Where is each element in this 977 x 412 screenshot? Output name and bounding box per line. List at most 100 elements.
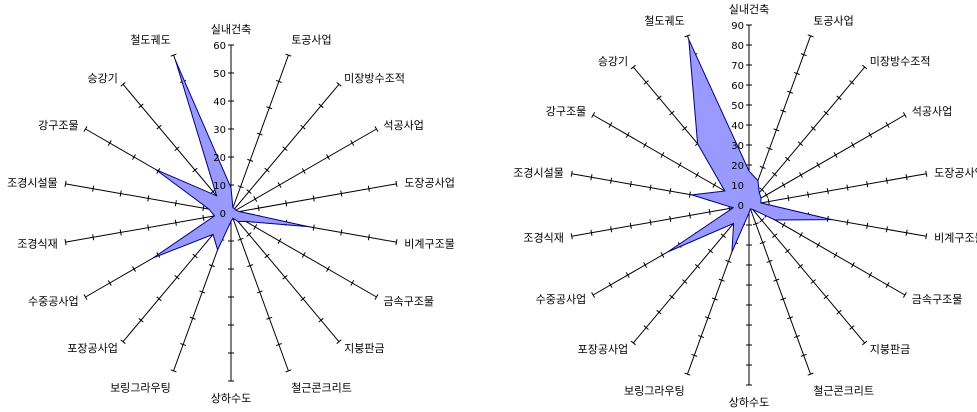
category-label-7: 금속구조물 — [912, 293, 963, 306]
data-series-area-1 — [153, 60, 309, 259]
axis-tick — [610, 177, 613, 184]
category-label-8: 지붕판금 — [870, 343, 910, 356]
axis-tick — [807, 191, 810, 198]
axis-tick — [264, 253, 270, 259]
axis-tick — [83, 294, 88, 300]
axis-tick — [759, 165, 766, 169]
axis-tick — [787, 90, 794, 94]
tick-label-20: 20 — [731, 161, 744, 172]
axis-tick — [718, 278, 725, 282]
axis-tick — [773, 278, 780, 282]
axis-tick — [850, 262, 855, 268]
axis-tick — [590, 174, 593, 181]
axis-tick — [132, 266, 136, 272]
axis-tick — [902, 292, 907, 298]
category-label-5: 도장공사업 — [934, 166, 977, 179]
axis-tick — [300, 296, 306, 302]
axis-line-2 — [748, 35, 812, 206]
axis-tick — [192, 167, 198, 173]
axis-tick — [787, 316, 794, 320]
axis-tick — [885, 226, 888, 233]
axis-tick — [237, 185, 244, 189]
axis-tick — [237, 237, 244, 241]
axis-tick — [318, 317, 324, 323]
category-label-11: 보링그라우팅 — [624, 385, 685, 398]
axis-tick — [720, 233, 726, 238]
axis-tick — [826, 188, 829, 195]
axis-tick — [570, 233, 573, 240]
tick-label-10: 10 — [213, 181, 226, 192]
axis-tick — [649, 219, 652, 226]
axis-tick — [766, 259, 773, 263]
axis-tick — [849, 325, 855, 330]
axis-tick — [797, 263, 804, 269]
axis-tick — [630, 340, 636, 346]
axis-tick — [300, 124, 306, 130]
axis-tick — [823, 110, 829, 116]
axis-tick — [174, 146, 180, 151]
tick-label-30: 30 — [213, 125, 226, 136]
axis-tick — [925, 170, 928, 177]
axis-tick — [704, 316, 711, 320]
axis-tick — [800, 353, 807, 357]
axis-tick — [669, 215, 672, 222]
axis-tick — [247, 158, 254, 162]
category-label-13: 수중공사업 — [536, 293, 587, 306]
axis-line-4 — [748, 114, 906, 206]
axis-tick — [688, 212, 691, 219]
axis-tick — [772, 233, 778, 238]
axis-line-5 — [748, 173, 927, 206]
axis-tick — [799, 232, 803, 238]
axis-tick — [684, 34, 691, 38]
axis-tick — [905, 229, 908, 236]
axis-tick — [781, 222, 786, 228]
axis-tick — [688, 191, 691, 198]
axis-tick — [833, 152, 838, 158]
tick-label-50: 50 — [731, 101, 744, 112]
axis-tick — [132, 154, 136, 160]
axis-tick — [174, 219, 177, 226]
axis-tick — [277, 182, 282, 188]
axis-tick — [120, 81, 126, 87]
data-series-area-1 — [667, 39, 832, 253]
axis-tick — [253, 224, 258, 230]
axis-line-8 — [748, 204, 866, 344]
axis-tick — [807, 34, 814, 38]
axis-tick — [656, 309, 662, 315]
radar-chart-2: 0 10 20 30 40 50 60 70 80 90 실내건축토공사업미장방수조적석공사업도장공… — [513, 3, 977, 409]
axis-tick — [256, 290, 263, 294]
axis-tick — [797, 141, 804, 147]
axis-tick — [905, 174, 908, 181]
axis-tick — [156, 296, 162, 302]
axis-tick — [649, 184, 652, 191]
axis-tick — [772, 172, 778, 177]
tick-label-40: 40 — [213, 97, 226, 108]
axis-tick — [846, 184, 849, 191]
axis-tick — [823, 294, 829, 300]
axis-tick — [866, 222, 869, 229]
axis-tick — [202, 214, 205, 221]
axis-tick — [275, 343, 282, 347]
tick-label-70: 70 — [731, 61, 744, 72]
axis-tick — [120, 339, 126, 345]
tick-label-20: 20 — [213, 153, 226, 164]
tick-label-30: 30 — [731, 141, 744, 152]
category-label-10: 상하수도 — [729, 395, 769, 409]
axis-tick — [591, 292, 596, 298]
category-label-18: 철도궤도 — [130, 34, 170, 47]
axis-tick — [885, 177, 888, 184]
axis-tick — [669, 188, 672, 195]
axis-tick — [367, 234, 370, 241]
category-label-17: 승강기 — [88, 72, 118, 85]
axis-tick — [275, 79, 282, 83]
axis-tick — [350, 280, 355, 286]
axis-tick — [810, 279, 816, 284]
category-label-16: 강구조물 — [38, 119, 78, 132]
axis-tick — [866, 181, 869, 188]
category-label-9: 철근콘크리트 — [813, 385, 874, 398]
axis-tick — [846, 219, 849, 226]
category-label-16: 강구조물 — [546, 105, 586, 118]
tick-label-40: 40 — [731, 121, 744, 132]
category-label-6: 비계구조물 — [934, 232, 977, 245]
axis-tick — [807, 372, 814, 376]
